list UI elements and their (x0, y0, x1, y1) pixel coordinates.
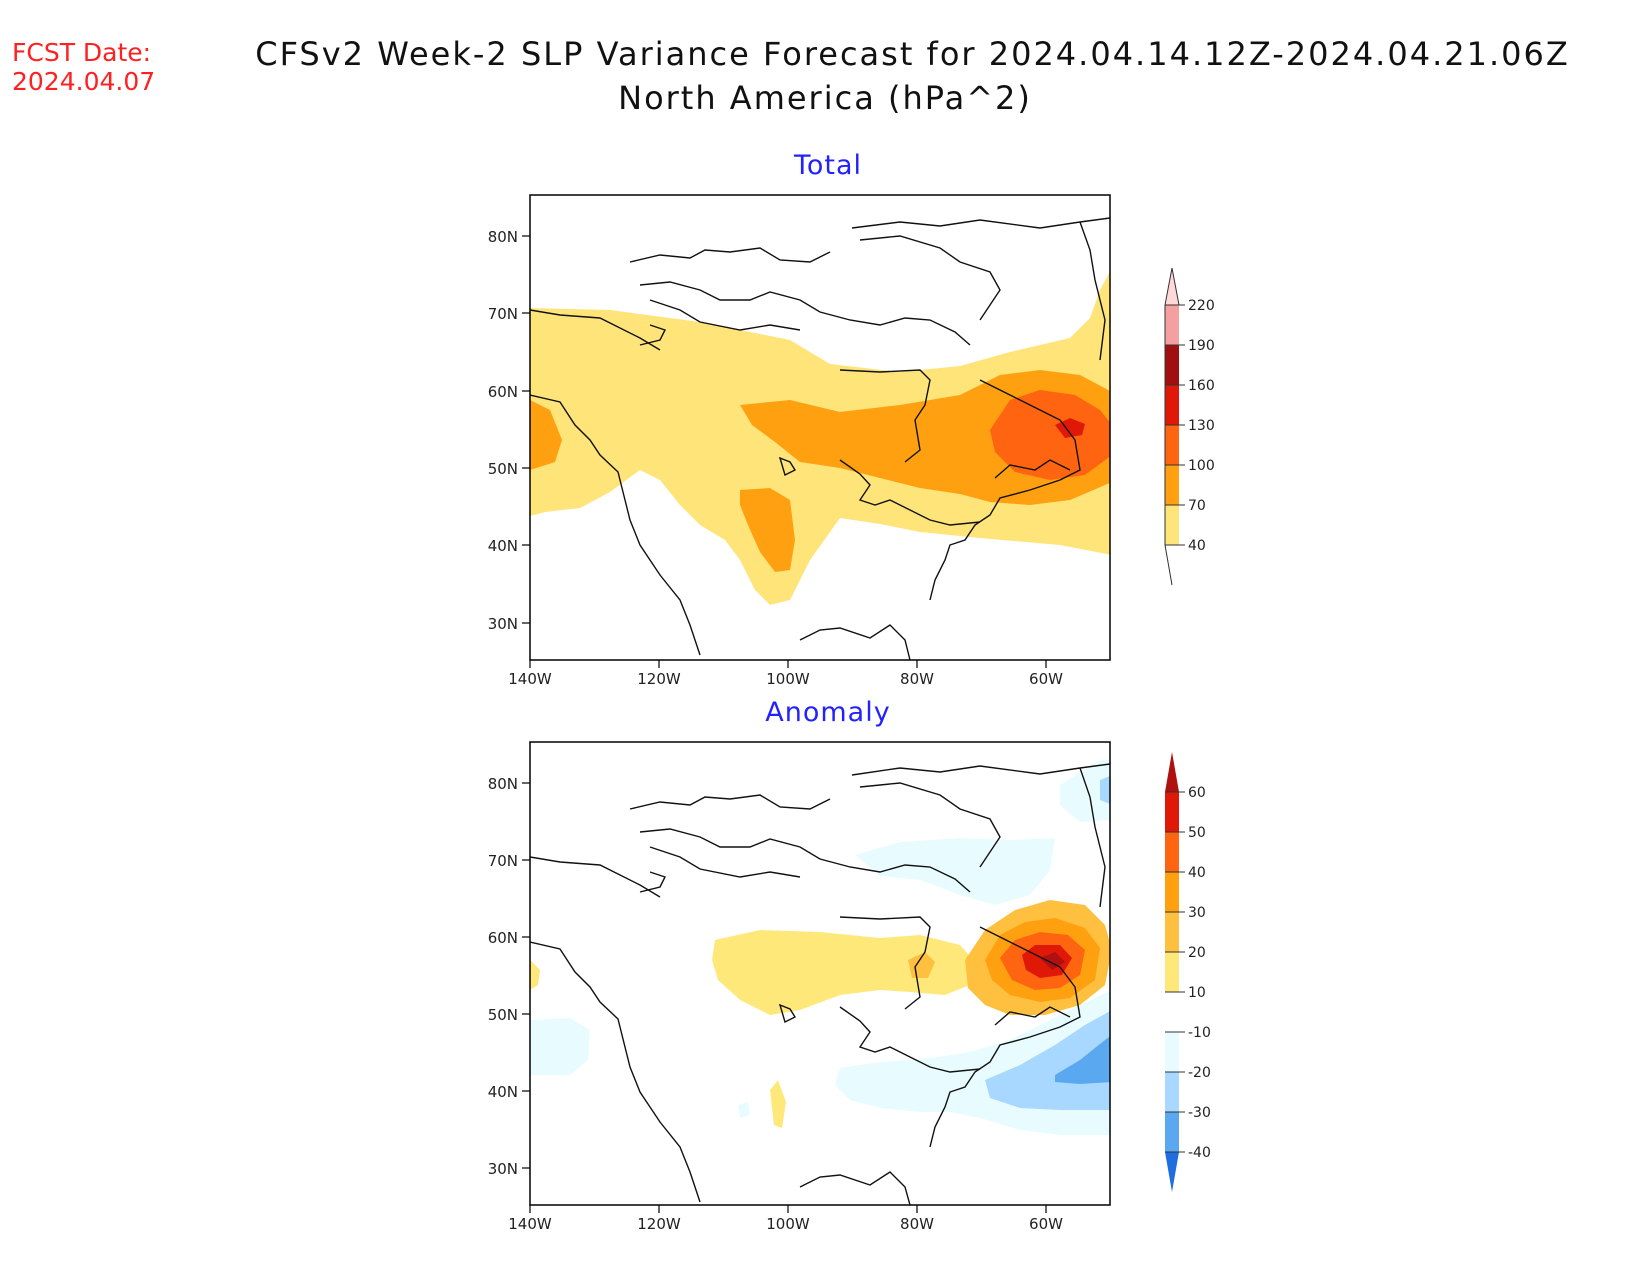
anomaly-map-frame (529, 741, 1111, 1206)
anomaly-colorbar-swatch (1165, 872, 1179, 912)
anomaly-colorbar-label: 40 (1188, 865, 1206, 881)
anomaly-ticks (522, 782, 1047, 1213)
anomaly-lon-label: 80W (900, 1215, 934, 1233)
total-lat-label: 50N (488, 460, 518, 478)
total-contour-70-b (740, 488, 795, 572)
anomaly-lon-label: 120W (637, 1215, 681, 1233)
anomaly-contour-neg20 (985, 1011, 1110, 1110)
total-colorbar-label: 130 (1188, 418, 1215, 434)
anomaly-colorbar-swatch (1165, 1112, 1179, 1152)
anomaly-lat-label: 40N (488, 1083, 518, 1101)
anomaly-contour-60 (1040, 952, 1065, 970)
total-lon-label: 80W (900, 670, 934, 688)
anomaly-colorbar-swatch-neutral (1165, 992, 1179, 1032)
anomaly-coastlines (530, 763, 1110, 1205)
anomaly-lon-label: 140W (508, 1215, 552, 1233)
anomaly-lat-label: 60N (488, 929, 518, 947)
total-colorbar-cap-bottom (1165, 545, 1179, 585)
total-shading (530, 271, 1110, 605)
total-colorbar-label: 40 (1188, 538, 1206, 554)
anomaly-colorbar-swatch (1165, 1072, 1179, 1112)
anomaly-colorbar-label: 10 (1188, 985, 1206, 1001)
total-lon-label: 120W (637, 670, 681, 688)
anomaly-shading (530, 760, 1110, 1135)
anomaly-contour-neg10-e (738, 1102, 750, 1118)
map-panel-anomaly: 80N 70N 60N 50N 40N 30N 140W 120W 100W 8… (488, 741, 1211, 1233)
anomaly-contour-20-b (908, 952, 935, 978)
total-colorbar-swatch (1165, 385, 1179, 425)
total-colorbar-label: 190 (1188, 338, 1215, 354)
anomaly-colorbar-cap-bottom (1165, 1152, 1179, 1192)
anomaly-colorbar-label: 50 (1188, 825, 1206, 841)
main-title-line2: North America (hPa^2) (618, 79, 1032, 117)
anomaly-colorbar-label: -10 (1188, 1025, 1211, 1041)
total-contour-100 (990, 390, 1110, 480)
main-title: CFSv2 Week-2 SLP Variance Forecast for 2… (0, 32, 1650, 120)
anomaly-lat-label: 70N (488, 852, 518, 870)
anomaly-colorbar-label: -20 (1188, 1065, 1211, 1081)
total-lat-label: 60N (488, 383, 518, 401)
anomaly-contour-neg10-a (855, 838, 1055, 905)
panel-title-anomaly: Anomaly (765, 697, 891, 728)
map-panel-total: 80N 70N 60N 50N 40N 30N 140W 120W 100W 8… (488, 194, 1215, 688)
anomaly-lat-label: 80N (488, 775, 518, 793)
anomaly-colorbar: 60 50 40 30 20 10 -10 -20 -30 -40 (1165, 752, 1211, 1192)
main-title-line1: CFSv2 Week-2 SLP Variance Forecast for 2… (255, 35, 1570, 73)
total-colorbar-swatch (1165, 505, 1179, 545)
anomaly-lon-label: 100W (766, 1215, 810, 1233)
total-lat-label: 80N (488, 228, 518, 246)
anomaly-lat-label: 30N (488, 1160, 518, 1178)
total-colorbar-label: 220 (1188, 298, 1215, 314)
total-lat-label: 40N (488, 537, 518, 555)
fcst-date-label: FCST Date: (12, 38, 152, 67)
anomaly-colorbar-swatch (1165, 952, 1179, 992)
anomaly-contour-neg10-c (1060, 760, 1110, 822)
anomaly-colorbar-label: -40 (1188, 1145, 1211, 1161)
total-map-frame (529, 194, 1111, 661)
anomaly-colorbar-label: -30 (1188, 1105, 1211, 1121)
total-colorbar-swatch (1165, 305, 1179, 345)
anomaly-colorbar-swatch (1165, 912, 1179, 952)
total-colorbar-cap-top (1165, 268, 1179, 305)
anomaly-contour-neg10-b (530, 1018, 590, 1075)
total-colorbar-swatch (1165, 345, 1179, 385)
total-lon-label: 100W (766, 670, 810, 688)
anomaly-colorbar-label: 60 (1188, 785, 1206, 801)
total-lon-label: 60W (1029, 670, 1063, 688)
total-lon-label: 140W (508, 670, 552, 688)
anomaly-contour-neg30 (1055, 1036, 1110, 1084)
total-colorbar-label: 70 (1188, 498, 1206, 514)
total-colorbar-label: 100 (1188, 458, 1215, 474)
anomaly-colorbar-swatch (1165, 792, 1179, 832)
fcst-date-value: 2024.04.07 (12, 67, 156, 96)
anomaly-colorbar-swatch (1165, 1032, 1179, 1072)
total-contour-70-c (530, 400, 562, 470)
total-colorbar: 220 190 160 130 100 70 40 (1164, 267, 1215, 586)
panel-title-total: Total (793, 150, 863, 181)
fcst-date-block: FCST Date: 2024.04.07 (12, 38, 155, 96)
total-colorbar-label: 160 (1188, 378, 1215, 394)
anomaly-colorbar-cap-top (1165, 752, 1179, 792)
total-lat-label: 70N (488, 305, 518, 323)
anomaly-lat-label: 50N (488, 1006, 518, 1024)
total-colorbar-swatch (1165, 425, 1179, 465)
total-lat-label: 30N (488, 615, 518, 633)
total-lat-ticks (522, 235, 1047, 668)
anomaly-colorbar-label: 20 (1188, 945, 1206, 961)
anomaly-contour-10-c (530, 960, 540, 990)
anomaly-contour-10-b (770, 1080, 786, 1128)
anomaly-colorbar-label: 30 (1188, 905, 1206, 921)
anomaly-contour-neg20-b (1100, 775, 1110, 805)
total-colorbar-swatch (1165, 465, 1179, 505)
anomaly-contour-10 (712, 930, 975, 1015)
anomaly-colorbar-swatch (1165, 832, 1179, 872)
total-coastlines (530, 217, 1110, 660)
anomaly-lon-label: 60W (1029, 1215, 1063, 1233)
